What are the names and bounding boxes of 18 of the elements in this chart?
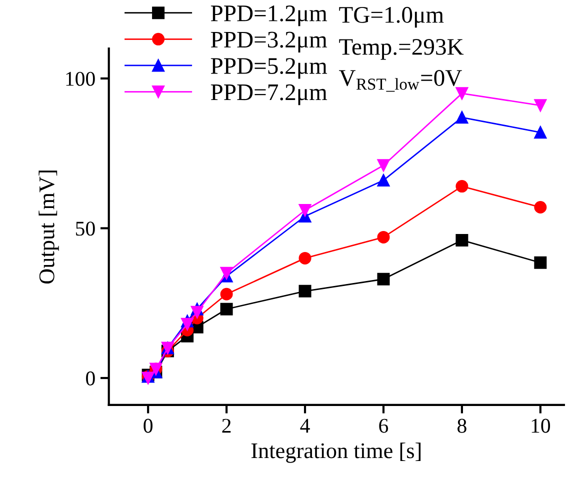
y-axis-title: Output [mV] bbox=[38, 170, 59, 284]
x-tick-label: 8 bbox=[458, 418, 466, 433]
annotation: Temp.=293K bbox=[339, 39, 464, 60]
y-tick-label: 50 bbox=[76, 222, 95, 236]
text: TG=1.0μm bbox=[339, 6, 444, 28]
y-tick-label: 0 bbox=[86, 371, 95, 386]
x-tick-label: 10 bbox=[532, 418, 550, 433]
x-tick-label: 6 bbox=[379, 418, 388, 433]
legend-label: PPD=3.2μm bbox=[210, 32, 328, 52]
y-tick-label: 100 bbox=[66, 72, 95, 86]
x-axis-title: Integration time [s] bbox=[251, 442, 421, 463]
legend-label: PPD=1.2μm bbox=[210, 5, 328, 26]
x-tick-label: 2 bbox=[222, 418, 231, 433]
legend-label: PPD=7.2μm bbox=[210, 84, 328, 106]
x-tick-label: 0 bbox=[144, 418, 152, 433]
annotation: V$_{RST_low}$=0V bbox=[338, 70, 462, 92]
legend-label: PPD=5.2μm bbox=[210, 58, 328, 79]
x-tick-label: 4 bbox=[300, 418, 310, 433]
